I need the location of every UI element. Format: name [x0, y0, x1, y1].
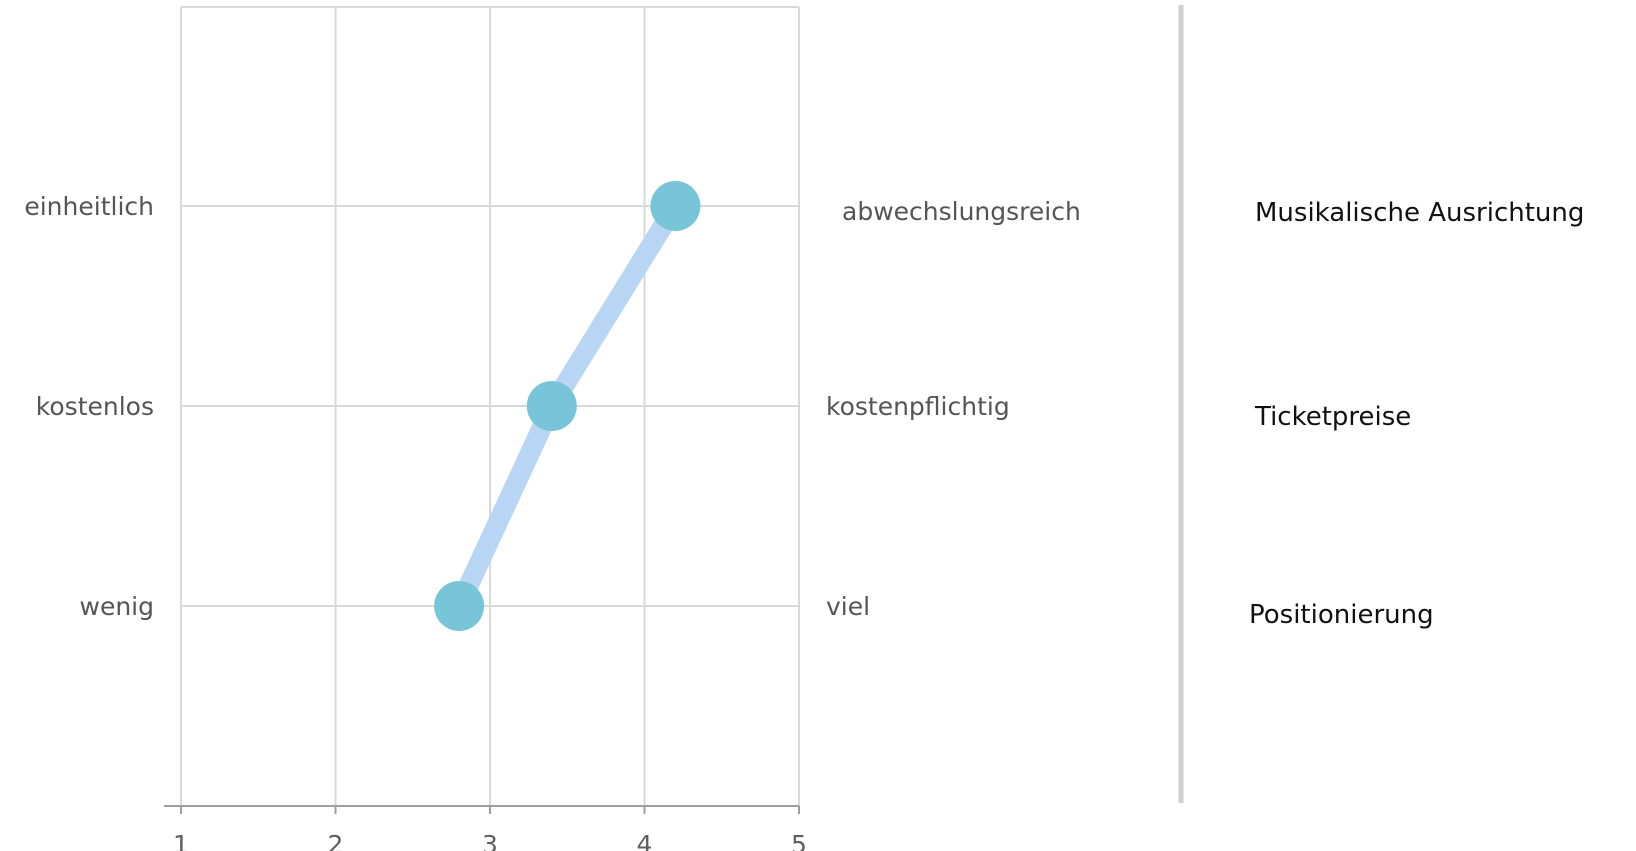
right-pole-labels: abwechslungsreich kostenpflichtig viel	[826, 197, 1081, 621]
right-pole-label: abwechslungsreich	[842, 197, 1081, 226]
x-tick-label: 5	[791, 830, 807, 851]
x-tick-label: 3	[482, 830, 498, 851]
criterion-labels: Musikalische Ausrichtung Ticketpreise Posi…	[1249, 198, 1584, 630]
x-tick-label: 1	[173, 830, 189, 851]
gridlines	[180, 6, 800, 806]
left-pole-label: einheitlich	[24, 192, 154, 221]
right-pole-label: viel	[826, 592, 870, 621]
left-pole-label: wenig	[80, 592, 155, 621]
right-pole-label: kostenpflichtig	[826, 392, 1010, 421]
x-tick-label: 4	[637, 830, 653, 851]
profile-point	[434, 581, 485, 631]
profile-point	[650, 181, 701, 231]
criterion-label: Musikalische Ausrichtung	[1255, 198, 1584, 228]
criterion-label: Positionierung	[1249, 600, 1434, 630]
left-pole-labels: einheitlich kostenlos wenig	[24, 192, 154, 621]
criterion-label: Ticketpreise	[1254, 402, 1411, 432]
left-pole-label: kostenlos	[36, 392, 154, 421]
profile-point	[526, 381, 577, 431]
profile-markers	[434, 181, 701, 631]
x-axis-ticks: 1 2 3 4 5	[173, 806, 807, 851]
x-tick-label: 2	[328, 830, 344, 851]
